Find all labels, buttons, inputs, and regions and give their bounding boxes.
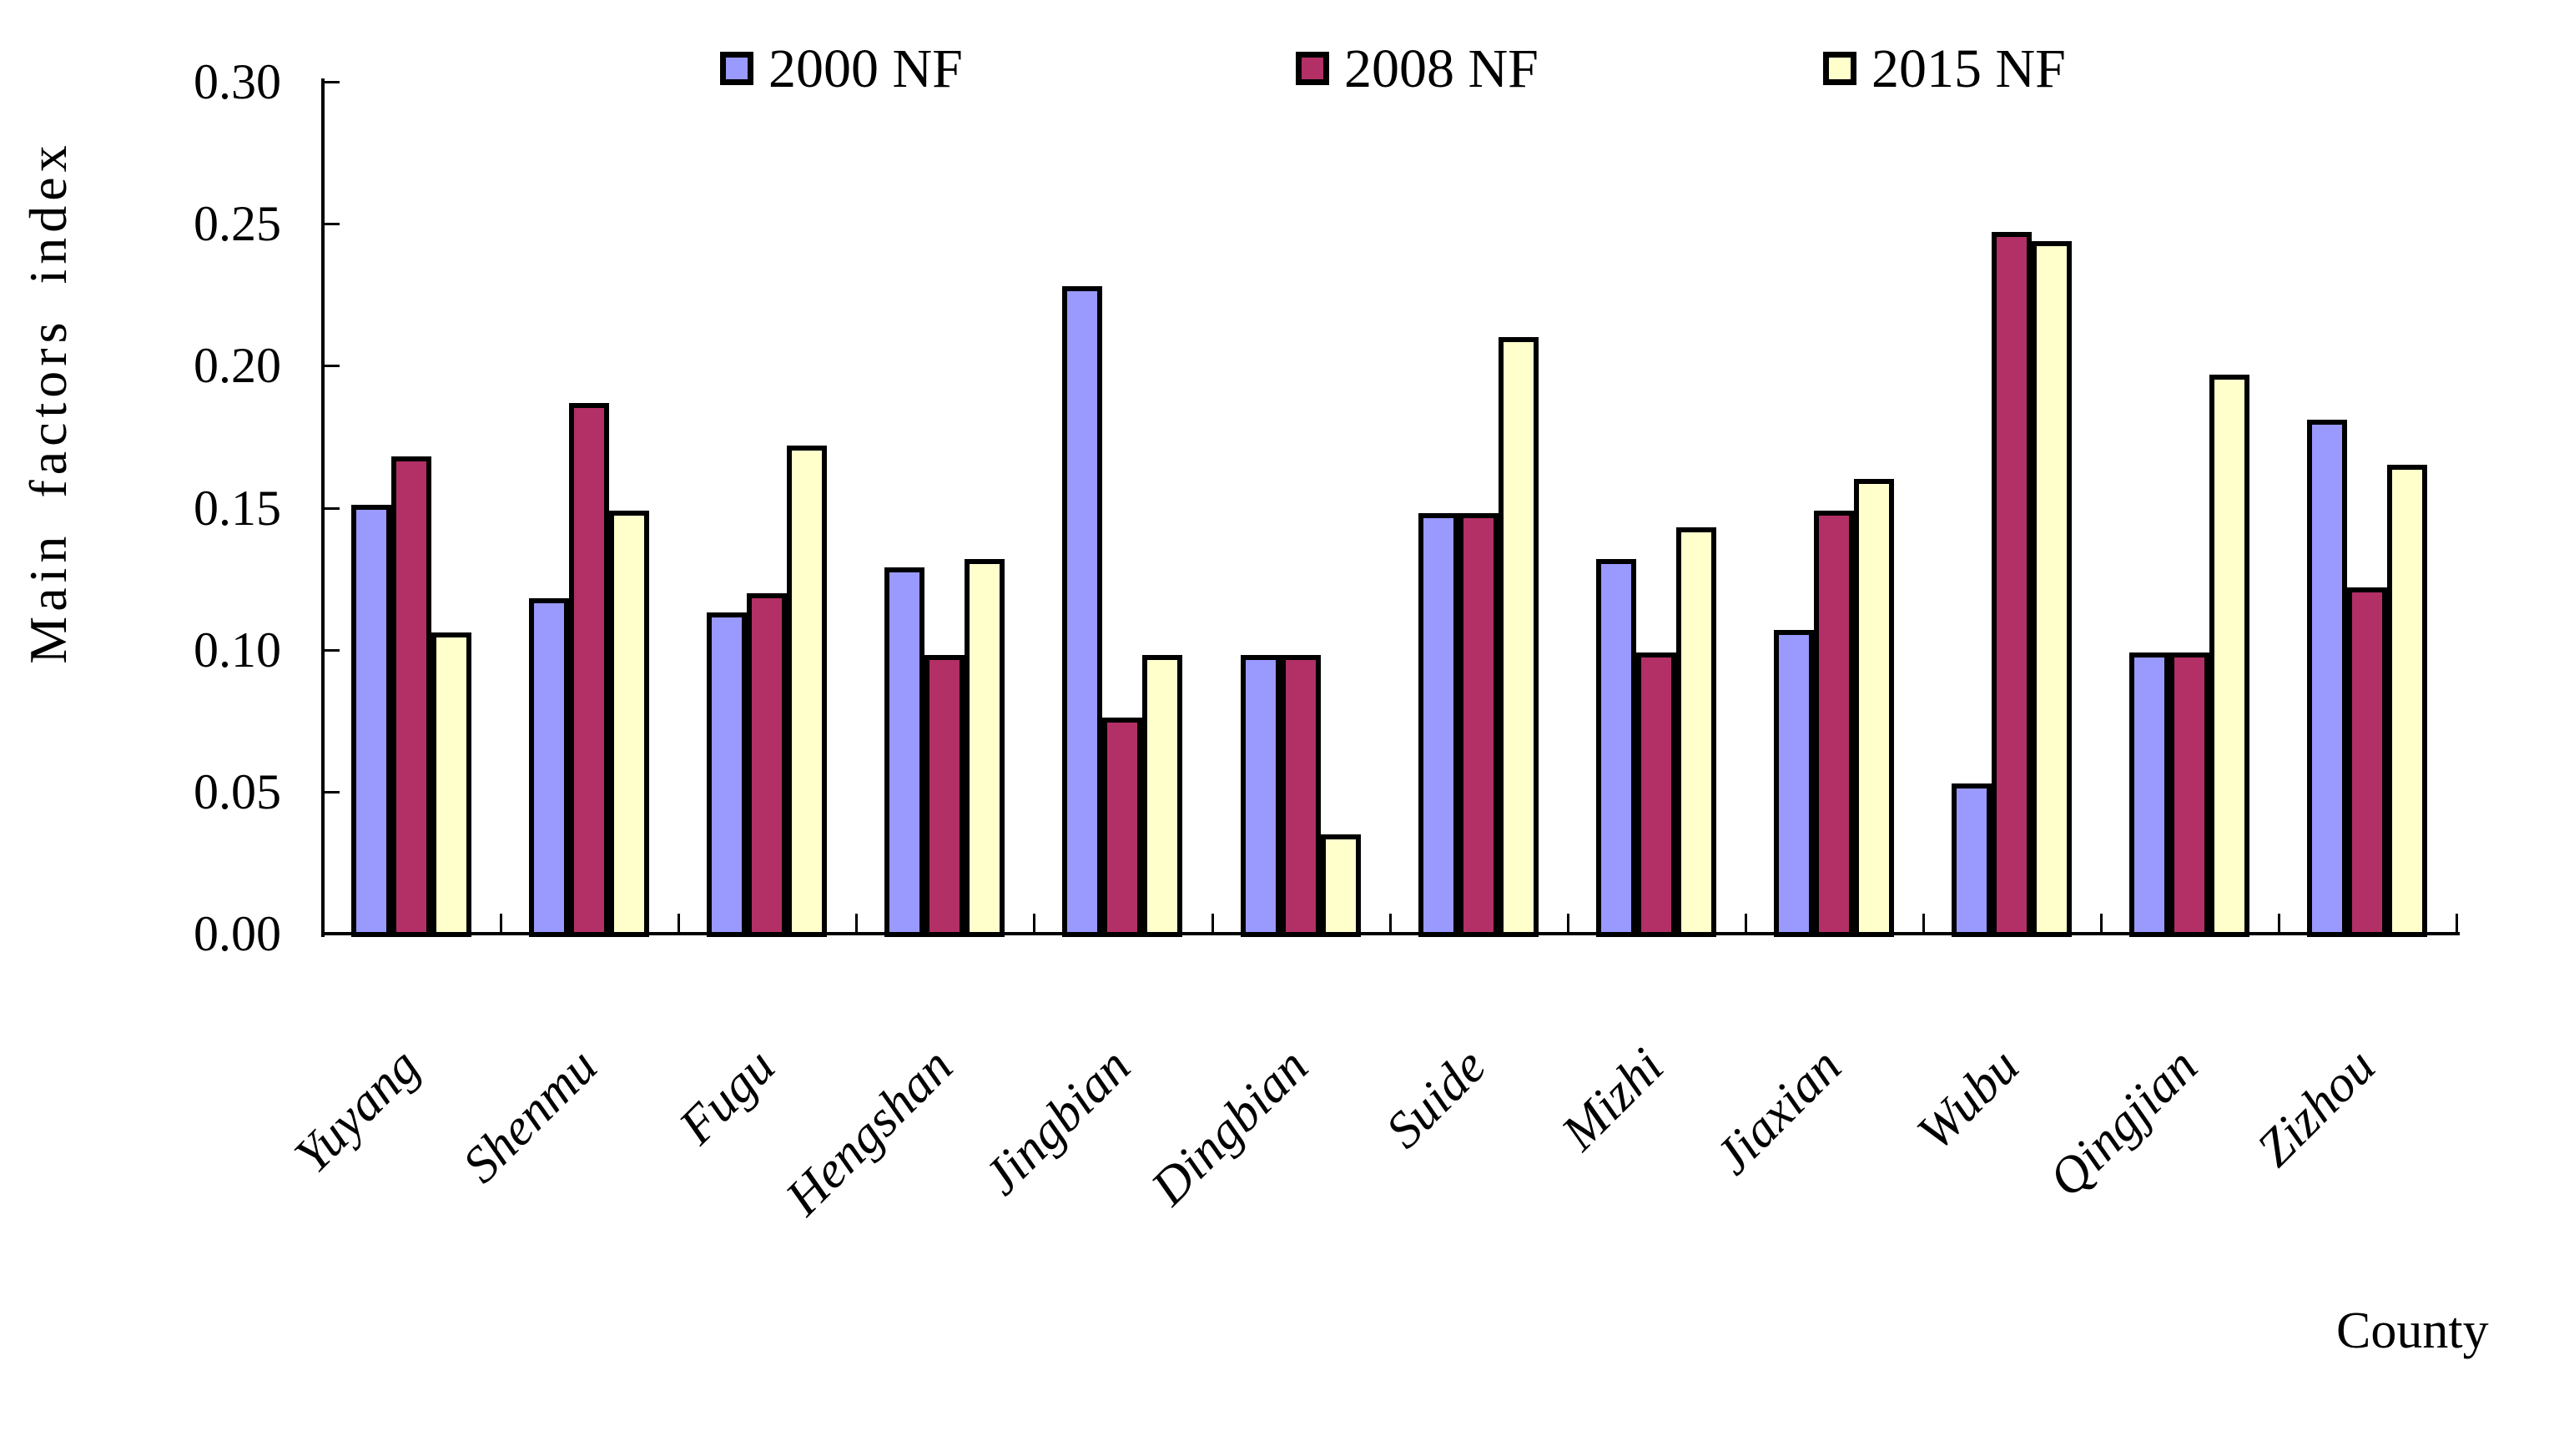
legend-swatch-2000: [720, 52, 753, 85]
y-tick: [323, 365, 340, 368]
bar-shenmu-2015: [609, 510, 650, 937]
plot-area: 0.00 0.05 0.10 0.15 0.20 0.25 0.30 Yuyang Shenmu…: [194, 38, 2461, 1227]
bar-jingbian-2015: [1142, 655, 1183, 937]
bar-zizhou-2000: [2307, 419, 2348, 937]
bar-shenmu-2000: [529, 598, 570, 937]
bar-hengshan-2000: [884, 567, 925, 937]
bar-fugu-2015: [787, 445, 828, 937]
x-tick: [500, 914, 503, 934]
bar-qingjian-2000: [2129, 652, 2169, 937]
bar-hengshan-2015: [965, 558, 1005, 937]
legend-label-2008: 2008 NF: [1344, 38, 1539, 99]
x-tick: [1388, 914, 1392, 934]
bar-mizhi-2000: [1595, 558, 1636, 937]
bar-qingjian-2015: [2209, 374, 2249, 937]
bar-jingbian-2000: [1062, 286, 1103, 937]
y-tick: [323, 648, 340, 652]
bar-dingbian-2015: [1320, 834, 1361, 937]
bar-wubu-2008: [1991, 232, 2032, 937]
y-tick-label: 0.10: [194, 622, 281, 678]
bar-dingbian-2008: [1280, 655, 1321, 937]
bar-zizhou-2015: [2387, 465, 2428, 937]
bar-jiaxian-2008: [1813, 510, 1854, 937]
legend-swatch-2015: [1823, 52, 1856, 85]
x-axis-line: [321, 932, 2461, 935]
bar-yuyang-2015: [431, 632, 471, 937]
bar-chart: Main factors index County 0.00 0.05 0.10 0.…: [18, 38, 2489, 1359]
y-tick-label: 0.05: [194, 763, 281, 819]
x-tick: [855, 914, 859, 934]
bar-jiaxian-2000: [1773, 629, 1814, 937]
bar-qingjian-2008: [2169, 652, 2209, 937]
x-tick: [2456, 914, 2459, 934]
x-tick: [1744, 914, 1747, 934]
y-tick: [323, 506, 340, 510]
x-tick: [678, 914, 681, 934]
y-tick: [323, 790, 340, 793]
bar-fugu-2000: [707, 612, 748, 937]
bar-jiaxian-2015: [1853, 479, 1894, 937]
y-tick: [323, 223, 340, 226]
y-tick-label: 0.00: [194, 906, 281, 961]
bar-wubu-2015: [2031, 240, 2072, 937]
y-tick-label: 0.30: [194, 54, 281, 109]
y-tick-label: 0.20: [194, 338, 281, 394]
bar-wubu-2000: [1951, 783, 1992, 937]
bar-yuyang-2000: [351, 505, 391, 937]
bar-suide-2000: [1418, 513, 1458, 937]
bar-suide-2015: [1498, 337, 1539, 937]
bar-jingbian-2008: [1102, 718, 1143, 937]
bar-mizhi-2015: [1675, 527, 1716, 937]
legend-swatch-2008: [1296, 52, 1329, 85]
bar-hengshan-2008: [924, 655, 965, 937]
bar-fugu-2008: [747, 592, 788, 937]
bar-dingbian-2000: [1240, 655, 1281, 937]
bar-yuyang-2008: [391, 456, 431, 937]
x-tick: [1922, 914, 1925, 934]
y-tick-label: 0.15: [194, 480, 281, 536]
x-tick: [1211, 914, 1214, 934]
x-tick: [1566, 914, 1569, 934]
y-tick: [323, 81, 340, 83]
bar-zizhou-2008: [2347, 587, 2388, 937]
x-axis-title: County: [2336, 1302, 2489, 1359]
y-tick-label: 0.25: [194, 196, 281, 252]
legend-label-2015: 2015 NF: [1871, 38, 2066, 99]
legend-label-2000: 2000 NF: [768, 38, 963, 99]
bar-shenmu-2008: [569, 402, 610, 937]
bar-mizhi-2008: [1635, 652, 1676, 937]
x-tick: [2100, 914, 2103, 934]
bar-suide-2008: [1458, 513, 1499, 937]
x-tick: [2278, 914, 2281, 934]
x-tick: [1033, 914, 1036, 934]
